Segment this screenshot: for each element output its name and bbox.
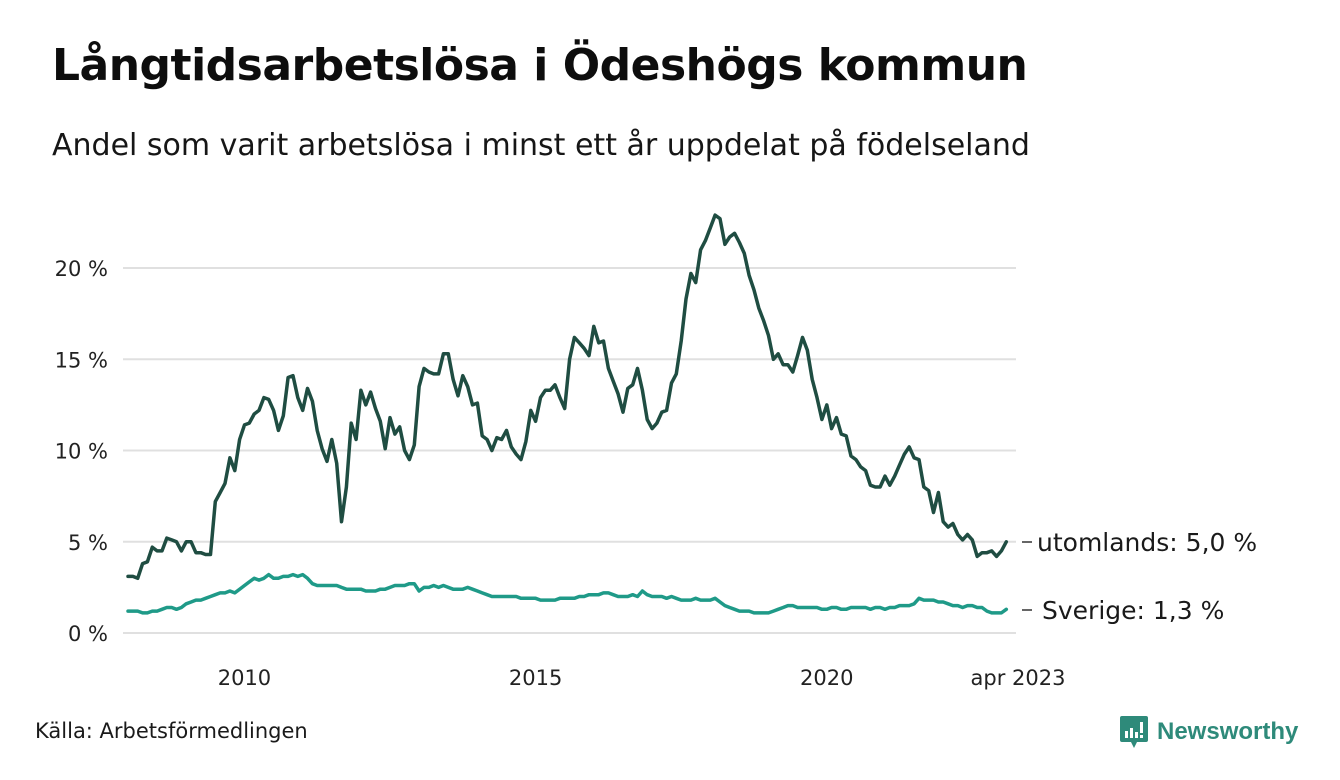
series-lines [126,213,1009,615]
x-tick-label: apr 2023 [971,666,1066,690]
x-tick-label: 2010 [218,666,271,690]
brand-name: Newsworthy [1157,718,1299,745]
source-note: Källa: Arbetsförmedlingen [35,719,308,743]
chart-title: Långtidsarbetslösa i Ödeshögs kommun [52,40,1028,91]
brand-logo[interactable]: Newsworthy [1119,714,1298,750]
end-label-utomlands: utomlands: 5,0 % [1037,528,1257,557]
x-axis-ticks: 2010 2015 2020 apr 2023 [218,666,1066,690]
end-label-sverige: Sverige: 1,3 % [1042,596,1224,625]
y-tick-label: 20 % [55,257,108,281]
series-line-utomlands [126,213,1009,581]
line-chart: 0 %5 %10 %15 %20 % 2010 2015 2020 apr 2023 … [55,213,1257,690]
bar-chart-speech-bubble-icon [1120,716,1148,748]
y-axis-ticks: 0 % 5 % 10 % 15 % 20 % [55,257,108,646]
y-tick-label: 5 % [68,531,108,555]
y-tick-label: 0 % [68,622,108,646]
x-tick-label: 2020 [800,666,853,690]
series-line-sverige [126,572,1009,615]
end-labels: utomlands: 5,0 % Sverige: 1,3 % [1022,528,1257,625]
chart-subtitle: Andel som varit arbetslösa i minst ett å… [52,128,1030,163]
gridlines [123,267,1016,634]
x-tick-label: 2015 [509,666,562,690]
y-tick-label: 15 % [55,348,108,372]
y-tick-label: 10 % [55,440,108,464]
